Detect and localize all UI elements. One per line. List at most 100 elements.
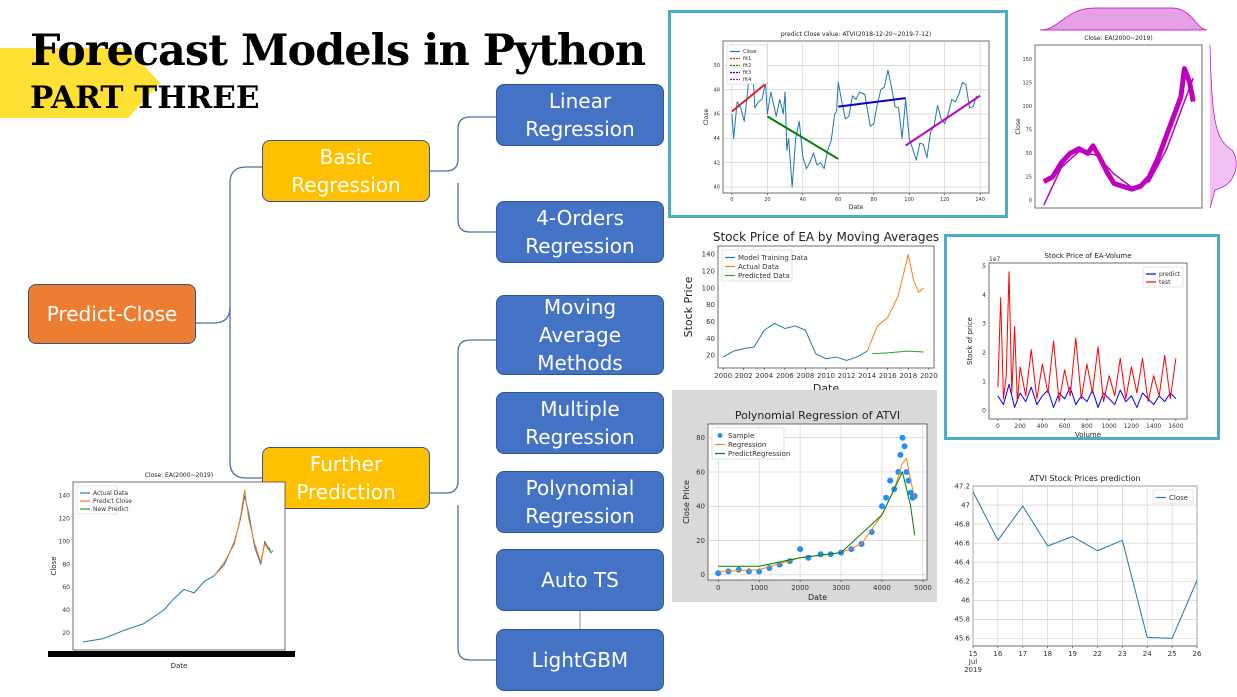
data-point [878,503,885,510]
y-tick-label: 50 [714,63,720,69]
y-tick-label: 4 [982,292,986,299]
series-line-predict-close [213,489,270,577]
legend-label: Actual Data [738,263,779,271]
y-tick-label: 46.2 [954,578,970,586]
node-linear-regression[interactable]: Linear Regression [496,84,664,146]
y-tick-label: 1 [982,378,986,385]
chart-title: Polynomial Regression of ATVI [735,409,900,422]
right-marginal-distribution [1209,44,1237,209]
y-tick-label: 46.6 [954,539,970,547]
x-tick-label: 19 [1068,650,1077,658]
chart-atvi-polynomial: Polynomial Regression of ATVI 0 1000 2000 30… [672,390,937,602]
y-tick-label: 60 [62,584,70,591]
series-line-0 [1042,66,1196,192]
legend-label: Predict Close [93,498,132,505]
plot-area [972,485,1198,647]
data-point [817,551,824,558]
x-tick-label: 2018 [899,372,917,380]
chart-ea-volume: Stock Price of EA-Volume 0 200 400 600 800 100… [944,234,1220,440]
chart-ea-close-predict: Close: EA(2000~2019) 20 40 60 80 100 120 140 Dat… [48,472,295,670]
y-tick-label: 100 [702,284,715,292]
y-tick-label: 40 [696,503,705,511]
y-tick-label: 20 [706,352,715,360]
x-axis-label: Volume [1075,431,1101,439]
x-tick-label: 80 [871,197,877,203]
node-auto-ts[interactable]: Auto TS [496,549,664,611]
y-tick-label: 2 [982,350,986,357]
node-predict-close[interactable]: Predict-Close [28,284,196,344]
x-tick-label: 16 [993,650,1002,658]
series-line-test [997,271,1177,403]
x-tick-label: 1000 [1101,423,1116,430]
y-tick-label: 50 [1026,151,1032,157]
series-line-predictregression [718,471,916,567]
y-tick-label: 46.4 [954,559,970,567]
y-tick-label: 20 [696,537,705,545]
node-basic-regression[interactable]: Basic Regression [262,140,430,202]
y-tick-label: 140 [59,493,71,500]
node-multiple-regression[interactable]: Multiple Regression [496,392,664,454]
x-tick-label: 2010 [817,372,835,380]
y-tick-label: 80 [706,301,715,309]
x-tick-label: 0 [996,423,1000,430]
y-tick-label: 0 [701,571,705,579]
series-line-fit3 [838,97,906,108]
legend-label: Actual Data [93,490,128,497]
x-tick-label: 2004 [755,372,773,380]
data-point [868,529,875,535]
node-4-orders-regression[interactable]: 4-Orders Regression [496,201,664,263]
y-tick-label: 120 [702,268,715,276]
slide-title: Forecast Models in Python [30,26,646,76]
series-line-1 [1043,77,1194,206]
node-lightgbm[interactable]: LightGBM [496,629,664,691]
y-axis-label: Close [50,556,58,575]
series-line-predicted-data [872,350,924,355]
legend-label: Close [1169,494,1188,502]
y-tick-label: 80 [62,561,70,568]
x-tick-label: 0 [730,197,733,203]
data-point [907,489,914,496]
series-line-new-predict [268,546,274,554]
y-tick-label: 60 [706,318,715,326]
x-tick-label: 18 [1043,650,1052,658]
x-tick-label: 5000 [914,584,932,592]
chart-title: Close: EA(2000~2019) [1084,35,1152,42]
x-tick-labels-overlap [48,651,295,657]
y-tick-label: 125 [1022,80,1032,86]
x-tick-label: 2012 [838,372,856,380]
series-line-model-training-data [722,322,868,361]
data-point [887,477,894,484]
plot-area [988,262,1188,420]
x-tick-label: 2008 [797,372,815,380]
legend-label: PredictRegression [728,450,790,458]
x-tick-label: 2002 [735,372,753,380]
y-tick-label: 75 [1026,127,1032,133]
y-tick-label: 42 [714,160,720,166]
x-tick-label: 2006 [776,372,794,380]
x-tick-label: 24 [1143,650,1152,658]
y-axis-label: Close [1015,118,1022,135]
series-line-close [972,491,1198,639]
x-tick-label: 100 [904,197,914,203]
node-moving-average-methods[interactable]: Moving Average Methods [496,295,664,375]
y-tick-label: 40 [62,607,70,614]
y-axis-label: Close Price [682,480,691,524]
x-tick-label: 120 [940,197,950,203]
x-tick-label: 2020 [920,372,938,380]
x-tick-label: 600 [1059,423,1071,430]
x-tick-label: 2014 [858,372,876,380]
node-further-prediction[interactable]: Further Prediction [262,447,430,509]
x-tick-label: 200 [1014,423,1026,430]
node-polynomial-regression[interactable]: Polynomial Regression [496,471,664,533]
legend-label: Close [743,49,757,55]
data-point [745,568,752,575]
y-axis-label: Close [703,109,710,126]
y-tick-label: 3 [982,321,986,328]
y-tick-label: 45.8 [954,616,970,624]
legend-label: predict [1159,271,1181,278]
x-tick-label: 2016 [879,372,897,380]
chart-ea-moving-averages: Stock Price of EA by Moving Averages 2000… [682,230,939,390]
slide-subtitle: PART THREE [30,80,260,116]
legend-marker [717,433,723,438]
